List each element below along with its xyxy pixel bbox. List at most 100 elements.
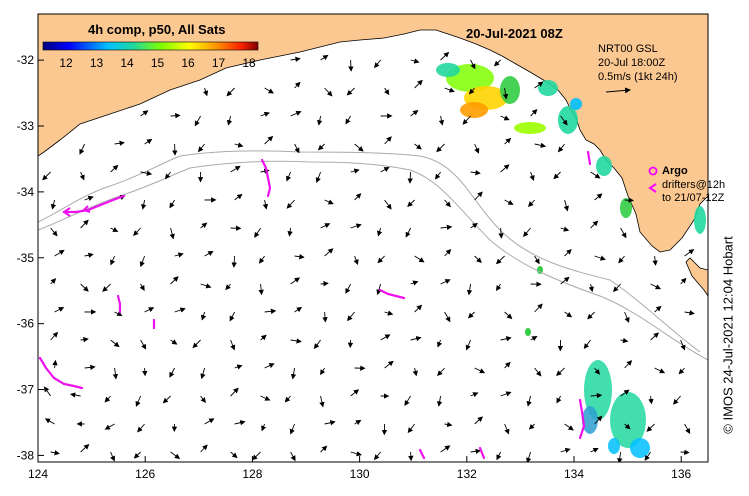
current-vector [408,451,414,462]
current-vector [380,334,391,341]
colorbar-tick-label: 14 [120,56,134,70]
current-vector [169,367,175,378]
current-vector [174,252,184,258]
current-vector [384,136,392,145]
current-vector [79,143,86,155]
current-vector [200,222,208,229]
current-vector [200,395,206,404]
current-vector [254,227,261,238]
current-vector [414,304,423,313]
current-vector [204,250,214,257]
current-vector [137,423,145,433]
current-vector [347,311,355,322]
current-vector [410,336,422,342]
current-vector [79,171,85,181]
current-vector [654,305,662,313]
current-vector [110,339,120,348]
drifter-tracks [38,150,592,460]
drifter-track [578,398,586,440]
current-vector [320,281,329,287]
current-vector [164,171,171,180]
current-vector [354,419,362,426]
current-vector [50,199,57,210]
current-vector [587,311,595,320]
current-vector [523,227,531,237]
current-vector [564,311,573,318]
current-vector [197,143,205,153]
current-vector [560,115,568,126]
current-vector [496,283,502,292]
current-vector [404,395,411,406]
current-vector [474,255,482,264]
current-vector [560,226,570,232]
current-vector [376,283,382,296]
current-vector [315,171,322,184]
colorbar [42,41,259,51]
lon-ticks: 124 126 128 130 132 134 136 [28,456,692,481]
current-vector [414,79,423,89]
current-vector [294,81,301,89]
current-vector [410,58,420,64]
colorbar-tick-label: 13 [90,56,104,70]
lat-ticks: -32 -33 -34 -35 -36 -37 -38 [17,53,44,462]
current-vector [652,255,658,266]
current-vector [530,335,538,342]
credit-box: © IMOS 24-Jul-2021 12:04 Hobart [713,200,743,470]
current-vector [444,87,455,93]
current-vector [200,311,207,321]
current-vector [230,339,236,351]
current-vector [434,171,441,180]
current-vector [466,283,473,296]
current-vector [345,115,351,125]
current-vector [465,339,472,351]
argo-legend-symbol [648,166,658,176]
current-vector [495,255,505,265]
drifter-heads [62,205,91,217]
current-vector [80,283,89,292]
current-vector [225,283,231,291]
current-vector [354,193,362,201]
current-vector [258,283,264,296]
lon-tick-label: 126 [135,467,155,481]
drifter-track [260,158,272,198]
current-vector [200,367,206,380]
current-vector [528,423,535,430]
current-vector [624,197,634,203]
current-vector [564,423,574,431]
current-vector [590,392,603,399]
current-vector [556,395,562,404]
current-vector [353,255,359,266]
current-vector [286,199,295,209]
current-vector [170,113,181,119]
current-vector [684,249,695,257]
current-vector [200,283,212,289]
current-vector [104,395,111,403]
current-vector [50,278,57,285]
current-vector [110,255,116,266]
current-vector [322,311,328,323]
current-vector [504,423,510,435]
current-vector [43,386,51,397]
current-vector [620,337,629,344]
current-vector [624,311,630,323]
current-vector [261,423,267,432]
current-vector [140,339,147,350]
colorbar-tick-label: 18 [242,56,256,70]
colorbar-title: 4h comp, p50, All Sats [88,22,226,37]
current-vector [162,395,171,404]
current-vector [563,199,569,212]
current-vector [684,423,691,435]
current-vector [354,143,364,152]
current-vector [287,227,293,237]
current-vector [377,227,383,237]
current-vector [620,227,627,239]
drifter-line-2: to 21/07-12Z [662,192,725,204]
current-vector [286,171,292,182]
current-vector [50,450,60,456]
current-vector [526,395,532,407]
current-vector [231,255,237,268]
current-vector [384,310,394,316]
current-vector [264,87,274,94]
lat-tick-label: -37 [17,383,35,397]
current-vector [504,361,511,369]
